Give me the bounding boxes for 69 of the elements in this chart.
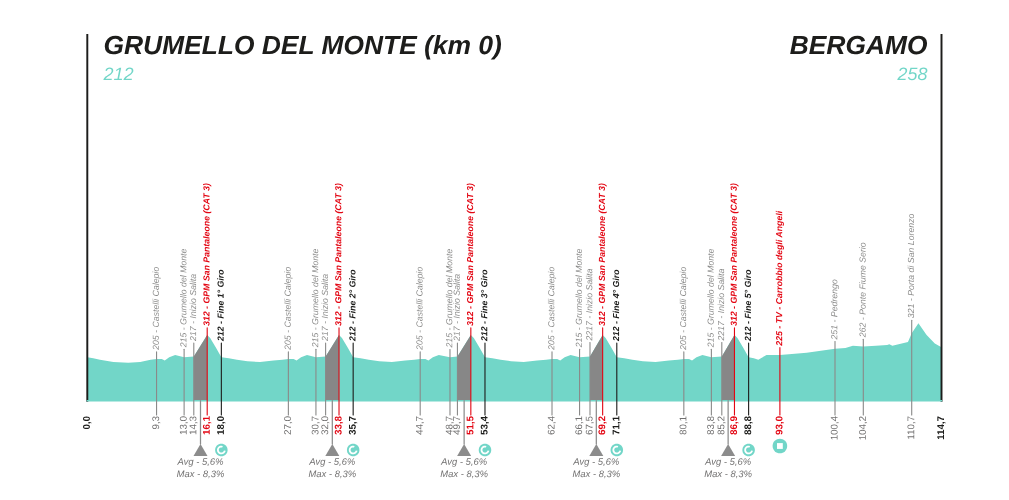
x-tick-label: 67,5	[585, 416, 594, 435]
ref-line-label: 225 - TV - Carrobbio degli Angeli	[775, 210, 784, 346]
x-tick-label: 110,7	[907, 416, 916, 439]
x-tick-label: 69,2	[598, 416, 607, 435]
x-tick-label: 62,4	[547, 416, 556, 435]
text: Avg - 5,6% Max - 8,3%	[440, 458, 488, 479]
x-tick-label: 18,0	[217, 416, 226, 435]
text: Avg - 5,6% Max - 8,3%	[572, 458, 620, 479]
ref-line-label: 215 - Grumello del Monte	[180, 248, 187, 348]
x-tick-label: 27,0	[284, 416, 293, 435]
ref-line-label: 312 - GPM San Pantaleone (CAT 3)	[598, 183, 607, 326]
x-tick-label: 104,2	[859, 416, 868, 440]
ref-line-label: 312 - GPM San Pantaleone (CAT 3)	[203, 183, 212, 326]
x-tick-label: 14,3	[189, 416, 198, 435]
ref-line-label: 212 - Fine 3° Giro	[480, 269, 488, 342]
ref-line-label: 321 - Porta di San Lorenzo	[907, 213, 915, 319]
ref-line-label: 217 - Inizio Salita	[321, 274, 328, 342]
ref-line-label: 212 - Fine 4° Giro	[612, 269, 620, 342]
x-tick-label: 80,1	[679, 416, 688, 435]
x-tick-label: 0,0	[83, 416, 92, 430]
ref-line-label: 212 - Fine 5° Giro	[744, 269, 751, 342]
ref-line-label: 215 - Grumello del Monte	[707, 248, 714, 348]
x-tick-label: 93,0	[775, 416, 784, 435]
ref-line-label: 205 - Castelli Calepio	[416, 267, 425, 350]
x-tick-label: 32,0	[321, 416, 330, 435]
chart-title: GRUMELLO DEL MONTE (km 0)	[104, 35, 502, 60]
ref-line-label: 312 - GPM San Pantaleone (CAT 3)	[334, 183, 344, 326]
x-tick-label: 114,7	[937, 416, 946, 440]
x-tick-label: 83,8	[707, 416, 716, 435]
ref-line-label: 205 - Castelli Calepio	[679, 267, 688, 350]
x-tick-label: 71,1	[612, 416, 621, 435]
text: 258	[897, 67, 928, 81]
x-tick-label: 33,8	[334, 416, 344, 435]
ref-line-label: 212 - Fine 2° Giro	[349, 269, 356, 342]
x-tick-label: 9,3	[152, 416, 161, 430]
x-tick-label: 30,7	[311, 416, 320, 435]
ref-line-label: 212 - Fine 1° Giro	[217, 269, 224, 342]
ref-line-label: 262 - Ponte Fiume Serio	[859, 242, 866, 338]
ref-line-label: 217 - Inizio Salita	[453, 274, 460, 342]
ref-line-label: 251 - Pedrengo	[830, 279, 840, 340]
x-tick-label: 66,1	[575, 416, 584, 435]
x-tick-label: 13,0	[179, 416, 188, 435]
ref-line-label: 205 - Castelli Calepio	[284, 267, 293, 350]
text: Avg - 5,6% Max - 8,3%	[704, 458, 752, 479]
x-tick-label: 51,5	[466, 416, 475, 435]
ref-line-label: 215 - Grumello del Monte	[311, 248, 319, 348]
x-tick-label: 100,4	[830, 416, 839, 440]
ref-line-label: 2217 - Inizio Salita	[585, 268, 593, 341]
x-tick-label: 86,9	[730, 416, 739, 435]
x-tick-label: 88,8	[744, 416, 753, 435]
x-tick-label: 49,7	[453, 416, 462, 435]
ref-line-label: 205 - Castelli Calepio	[152, 267, 161, 350]
text: BERGAMO	[790, 35, 928, 55]
text: Avg - 5,6% Max - 8,3%	[308, 458, 356, 479]
ref-line-label: 215 - Grumello del Monte	[445, 249, 453, 348]
x-tick-label: 35,7	[348, 416, 358, 435]
x-tick-label: 44,7	[416, 416, 424, 435]
text: Avg - 5,6% Max - 8,3%	[176, 458, 224, 479]
ref-line-label: 217 - Inizio Salita	[189, 274, 197, 342]
chart-subtitle: 212	[103, 67, 134, 81]
ref-line-label: 312 - GPM San Pantaleone (CAT 3)	[730, 183, 739, 326]
ref-line-label: 2217 - Inizio Salita	[717, 268, 725, 341]
ref-line-label: 205 - Castelli Calepio	[547, 267, 557, 350]
x-tick-label: 16,1	[202, 416, 212, 435]
x-tick-label: 48,7	[445, 416, 454, 435]
x-tick-label: 53,4	[480, 416, 489, 435]
x-tick-label: 85,2	[717, 416, 726, 435]
ref-line-label: 312 - GPM San Pantaleone (CAT 3)	[466, 183, 475, 326]
ref-line-label: 215 - Grumello del Monte	[575, 248, 582, 348]
